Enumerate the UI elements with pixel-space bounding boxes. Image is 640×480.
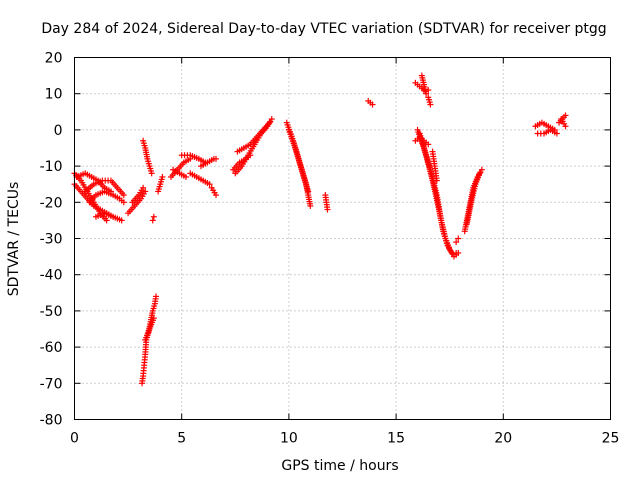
data-point xyxy=(476,170,483,177)
data-point xyxy=(453,249,460,256)
x-tick-label: 25 xyxy=(602,431,620,447)
data-point xyxy=(427,101,434,108)
data-point xyxy=(425,141,432,148)
data-point xyxy=(562,112,569,119)
x-tick-label: 10 xyxy=(280,431,298,447)
data-point xyxy=(149,217,156,224)
data-point xyxy=(455,235,462,242)
data-point xyxy=(369,101,376,108)
x-tick-labels: 0 5 10 15 20 25 xyxy=(70,431,619,447)
y-tick-label: 0 xyxy=(54,123,63,139)
data-point xyxy=(142,188,149,195)
x-tick-label: 15 xyxy=(387,431,405,447)
data-point xyxy=(307,202,314,209)
data-point xyxy=(103,217,110,224)
y-axis-title: SDTVAR / TECUs xyxy=(6,182,22,297)
data-point xyxy=(182,173,189,180)
x-tick-label: 5 xyxy=(177,431,186,447)
y-tick-labels: -80 -70 -60 -50 -40 -30 -20 -10 0 10 20 xyxy=(40,51,63,429)
chart-title: Day 284 of 2024, Sidereal Day-to-day VTE… xyxy=(41,21,606,37)
data-point xyxy=(433,177,440,184)
y-tick-label: 10 xyxy=(45,87,63,103)
data-point xyxy=(324,206,331,213)
data-point xyxy=(118,217,125,224)
y-tick-label: -20 xyxy=(40,195,63,211)
x-tick-label: 0 xyxy=(70,431,79,447)
data-point xyxy=(152,293,159,300)
x-tick-label: 20 xyxy=(494,431,512,447)
data-point xyxy=(148,170,155,177)
data-point xyxy=(423,90,430,97)
data-point xyxy=(206,181,213,188)
data-point xyxy=(150,315,157,322)
data-marks xyxy=(71,72,569,387)
data-point xyxy=(120,192,127,199)
y-tick-label: -50 xyxy=(40,304,63,320)
plot-frame xyxy=(74,57,611,420)
x-axis-title: GPS time / hours xyxy=(281,458,398,474)
data-point xyxy=(213,192,220,199)
data-point xyxy=(159,173,166,180)
data-point xyxy=(453,239,460,246)
data-point xyxy=(562,123,569,130)
y-tick-label: -10 xyxy=(40,159,63,175)
y-tick-label: -70 xyxy=(40,376,63,392)
y-tick-label: -80 xyxy=(40,413,63,429)
y-tick-label: -60 xyxy=(40,340,63,356)
data-point xyxy=(553,130,560,137)
data-point xyxy=(266,119,273,126)
data-point xyxy=(150,213,157,220)
data-point xyxy=(120,199,127,206)
grid xyxy=(74,57,611,420)
data-point xyxy=(425,87,432,94)
data-point xyxy=(268,116,275,123)
data-point xyxy=(213,155,220,162)
y-tick-label: 20 xyxy=(45,51,63,67)
y-tick-label: -30 xyxy=(40,232,63,248)
y-tick-label: -40 xyxy=(40,268,63,284)
data-point xyxy=(478,166,485,173)
data-point xyxy=(140,184,147,191)
data-point xyxy=(305,188,312,195)
